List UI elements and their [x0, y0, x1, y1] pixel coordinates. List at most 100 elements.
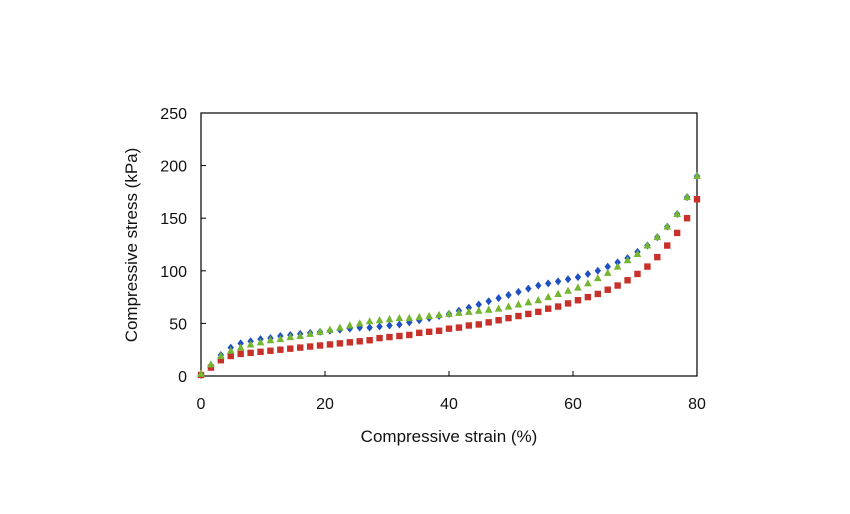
square-point [287, 345, 294, 352]
square-point [535, 308, 542, 316]
diamond-point [535, 281, 542, 290]
square-point [624, 277, 631, 284]
diamond-point [396, 320, 403, 329]
diamond-point [545, 279, 552, 288]
triangle-point [355, 319, 364, 327]
triangle-point [683, 192, 691, 201]
triangle-point [544, 292, 552, 301]
square-point [247, 349, 254, 357]
triangle-point [435, 310, 443, 318]
y-tick-label: 250 [160, 106, 187, 123]
x-tick-label: 60 [564, 396, 582, 413]
square-point [574, 297, 582, 304]
triangle-point [663, 222, 672, 230]
triangle-point [346, 321, 354, 329]
triangle-point [226, 346, 235, 354]
triangle-point [554, 289, 562, 297]
diamond-point [614, 258, 621, 267]
diamond-point [525, 284, 532, 293]
diamond-point [515, 287, 522, 296]
square-point [257, 348, 264, 356]
square-point [485, 319, 492, 326]
diamond-point [485, 297, 492, 306]
square-point [425, 328, 433, 336]
triangle-point [465, 307, 473, 315]
y-tick-label: 0 [178, 369, 187, 386]
diamond-point [574, 273, 582, 282]
diamond-point [465, 303, 473, 312]
square-point [545, 305, 552, 312]
square-point [634, 270, 641, 278]
triangle-point [633, 249, 642, 257]
square-point [673, 229, 681, 237]
triangle-point [584, 279, 592, 287]
plot-area [200, 112, 698, 377]
triangle-point [445, 309, 453, 317]
square-point [306, 343, 314, 350]
x-tick-label: 80 [688, 396, 706, 413]
square-point [644, 263, 651, 270]
triangle-point [207, 360, 215, 368]
y-axis-title: Compressive stress (kPa) [122, 148, 141, 343]
square-point [654, 253, 661, 261]
square-point [465, 322, 473, 329]
square-point [525, 310, 532, 318]
diamond-point [584, 269, 592, 278]
triangle-point [474, 306, 483, 314]
triangle-point [425, 311, 433, 320]
square-point [664, 242, 671, 249]
square-point [455, 324, 463, 331]
triangle-point [564, 286, 572, 294]
y-tick-label: 50 [169, 316, 187, 333]
square-point [445, 325, 453, 332]
y-tick-labels: 0 50 100 150 200 250 [160, 106, 187, 386]
triangle-point [385, 314, 394, 323]
triangle-point [375, 316, 384, 324]
diamond-point [604, 262, 611, 271]
triangle-point [336, 323, 344, 331]
square-point [416, 329, 423, 337]
triangle-point [653, 232, 662, 241]
triangle-point [514, 300, 523, 308]
diamond-point [376, 322, 383, 331]
tick-marks [200, 112, 698, 377]
diamond-point [475, 300, 482, 309]
triangle-point [316, 327, 324, 335]
square-point [366, 337, 373, 344]
diamond-point [564, 275, 572, 284]
x-tick-label: 20 [316, 396, 334, 413]
triangle-point [266, 336, 275, 344]
triangle-point [484, 305, 493, 313]
triangle-point [296, 331, 304, 340]
diamond-point [237, 339, 244, 348]
triangle-point [594, 273, 602, 282]
series-square [197, 196, 701, 379]
square-point [396, 332, 403, 340]
diamond-point [554, 277, 562, 286]
square-point [376, 334, 383, 342]
square-point [356, 338, 363, 345]
triangle-point [524, 298, 533, 306]
square-point [584, 293, 592, 301]
triangle-point [574, 283, 582, 291]
triangle-point [365, 317, 374, 325]
series-triangle [197, 171, 701, 377]
y-tick-label: 100 [160, 264, 187, 281]
square-point [564, 300, 572, 307]
triangle-point [693, 171, 701, 180]
x-tick-label: 40 [440, 396, 458, 413]
square-point [326, 341, 334, 348]
triangle-point [504, 302, 513, 310]
triangle-point [613, 262, 622, 270]
square-point [693, 196, 701, 203]
data-points [197, 171, 701, 379]
x-axis-title: Compressive strain (%) [361, 427, 538, 446]
square-point [614, 282, 621, 289]
triangle-point [197, 369, 205, 377]
square-point [277, 346, 284, 353]
square-point [683, 215, 691, 222]
diamond-point [495, 294, 502, 303]
triangle-point [306, 329, 314, 337]
triangle-point [236, 343, 245, 351]
square-point [554, 303, 562, 310]
